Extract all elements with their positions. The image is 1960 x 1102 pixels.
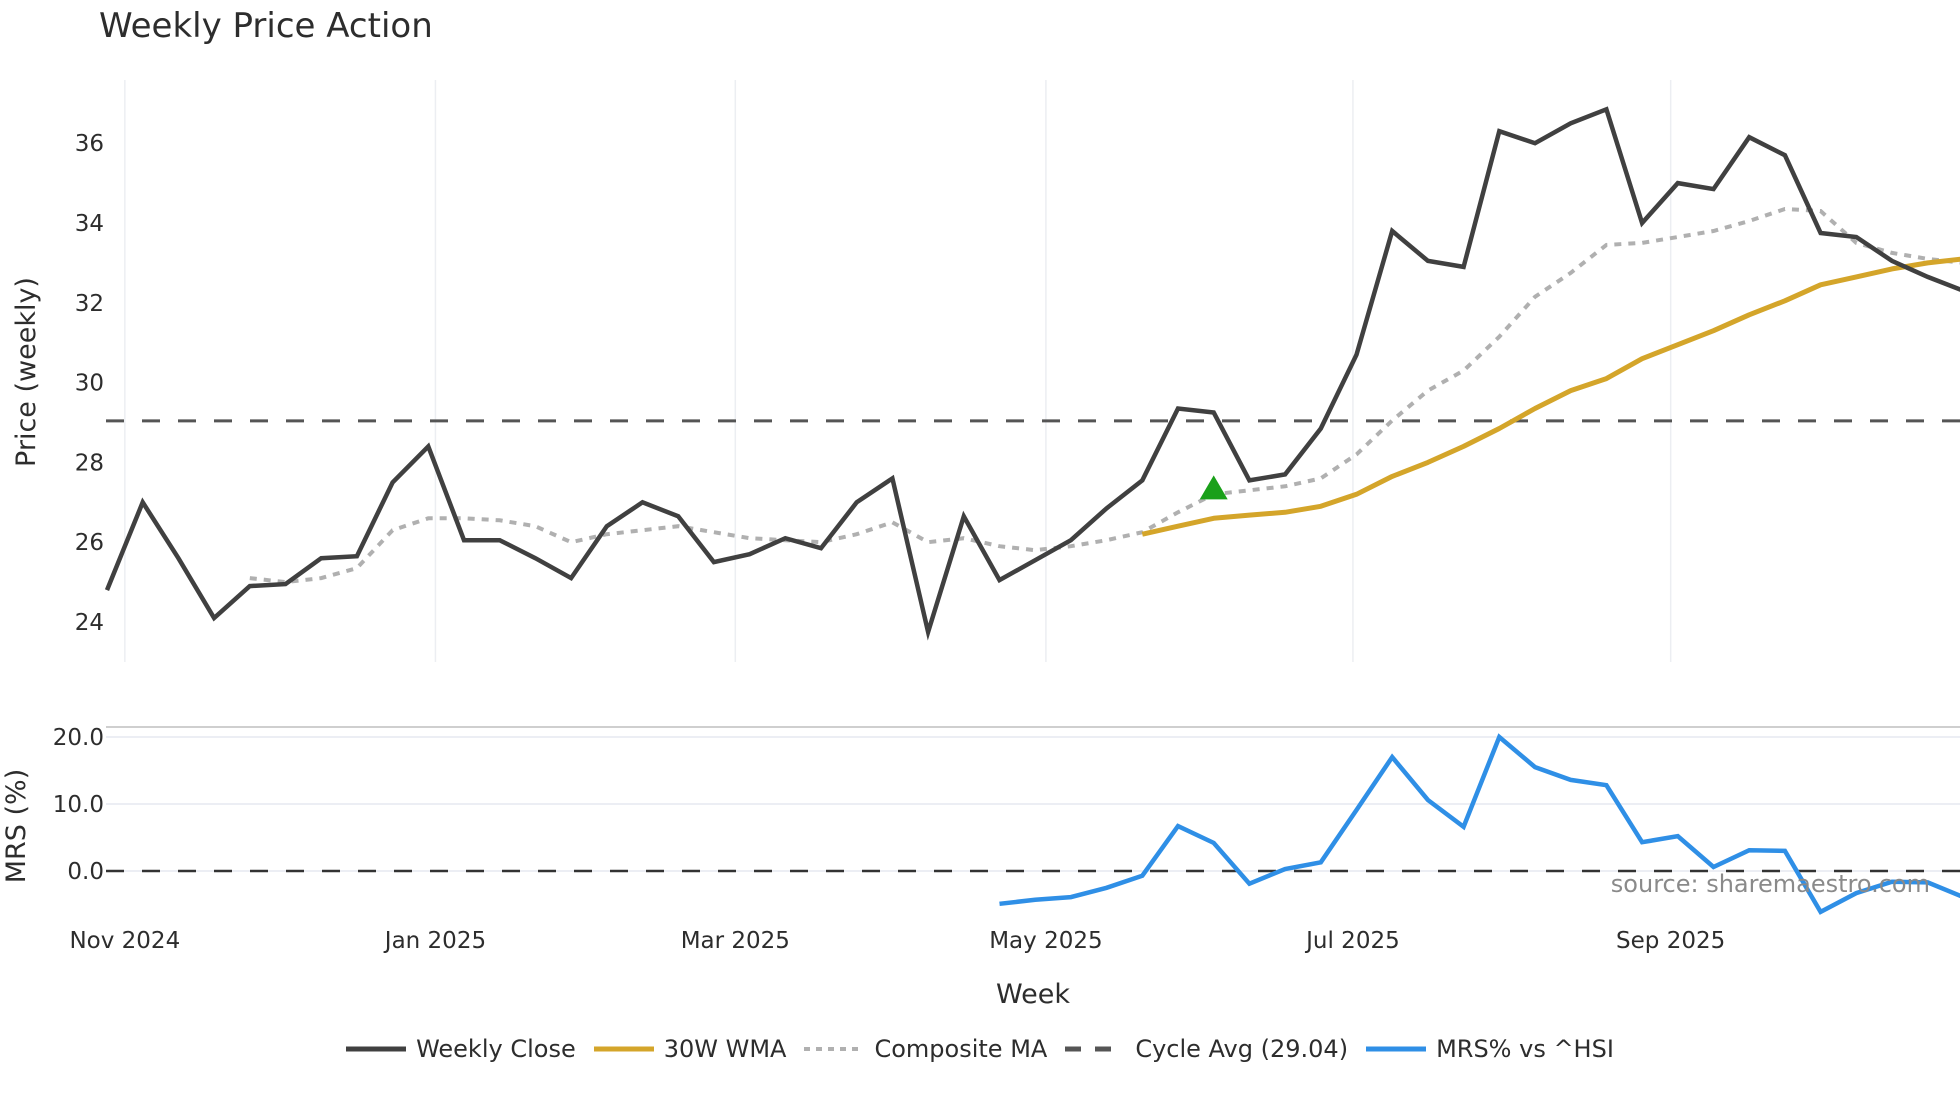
y-tick-label: 36	[75, 131, 104, 157]
mrs-y-tick-label: 0.0	[67, 859, 104, 885]
legend-item-mrs[interactable]: MRS% vs ^HSI	[1366, 1035, 1614, 1063]
legend-item-cycle[interactable]: Cycle Avg (29.04)	[1065, 1035, 1348, 1063]
buy-signal-triangle-icon	[1199, 475, 1228, 500]
x-tick-label: Jul 2025	[1304, 928, 1400, 954]
composite-ma-line	[249, 206, 1960, 585]
legend-item-wma[interactable]: 30W WMA	[593, 1035, 787, 1063]
x-tick-label: Sep 2025	[1616, 928, 1725, 954]
legend-item-ma[interactable]: Composite MA	[804, 1035, 1047, 1063]
mrs-y-tick-label: 10.0	[53, 792, 104, 818]
legend-swatch-mrs-icon	[1366, 1042, 1427, 1056]
y-tick-label: 32	[75, 291, 104, 317]
mrs-y-tick-label: 20.0	[53, 725, 104, 751]
legend-swatch-wma-icon	[593, 1042, 654, 1056]
legend-label: MRS% vs ^HSI	[1436, 1035, 1614, 1063]
y-tick-label: 26	[75, 530, 104, 556]
y-axis-title: Price (weekly)	[11, 277, 42, 467]
legend-swatch-ma-icon	[804, 1042, 865, 1056]
legend-swatch-cycle-icon	[1065, 1042, 1126, 1056]
axis-labels: 24 26 28 30 32 34 36 0.0 10.0 20.0 Nov 2024 Jan 202…	[1, 131, 1725, 1010]
weekly-close-line	[104, 106, 1960, 641]
mrs-line	[999, 733, 1960, 915]
y-tick-label: 30	[75, 371, 104, 397]
y-tick-label: 24	[75, 610, 104, 636]
legend-label: Cycle Avg (29.04)	[1135, 1035, 1349, 1063]
y-tick-label: 28	[75, 450, 104, 476]
x-axis-title: Week	[996, 979, 1070, 1010]
chart-title: Weekly Price Action	[99, 6, 433, 46]
legend: Weekly Close 30W WMA Composite MA Cycle Avg…	[0, 1035, 1960, 1063]
legend-item-close[interactable]: Weekly Close	[346, 1035, 576, 1063]
y-tick-label: 34	[75, 211, 104, 237]
mrs-y-axis-title: MRS (%)	[1, 769, 32, 884]
signal-markers	[1199, 475, 1228, 500]
source-watermark: source: sharemaestro.com	[1611, 870, 1930, 898]
grid-lines	[106, 80, 1960, 872]
x-tick-label: May 2025	[989, 928, 1102, 954]
x-tick-label: Nov 2024	[69, 928, 180, 954]
x-tick-label: Mar 2025	[681, 928, 790, 954]
30w-wma-line	[1141, 256, 1960, 537]
legend-label: 30W WMA	[663, 1035, 787, 1063]
legend-swatch-close-icon	[346, 1042, 407, 1056]
legend-label: Weekly Close	[416, 1035, 576, 1063]
x-tick-label: Jan 2025	[383, 928, 486, 954]
series-lines	[104, 106, 1960, 915]
legend-label: Composite MA	[874, 1035, 1048, 1063]
